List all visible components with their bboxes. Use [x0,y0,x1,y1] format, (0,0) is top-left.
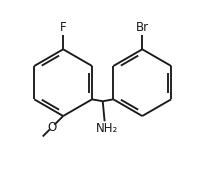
Text: NH₂: NH₂ [95,122,118,135]
Text: O: O [48,121,57,134]
Text: F: F [60,21,67,34]
Text: Br: Br [136,21,149,34]
